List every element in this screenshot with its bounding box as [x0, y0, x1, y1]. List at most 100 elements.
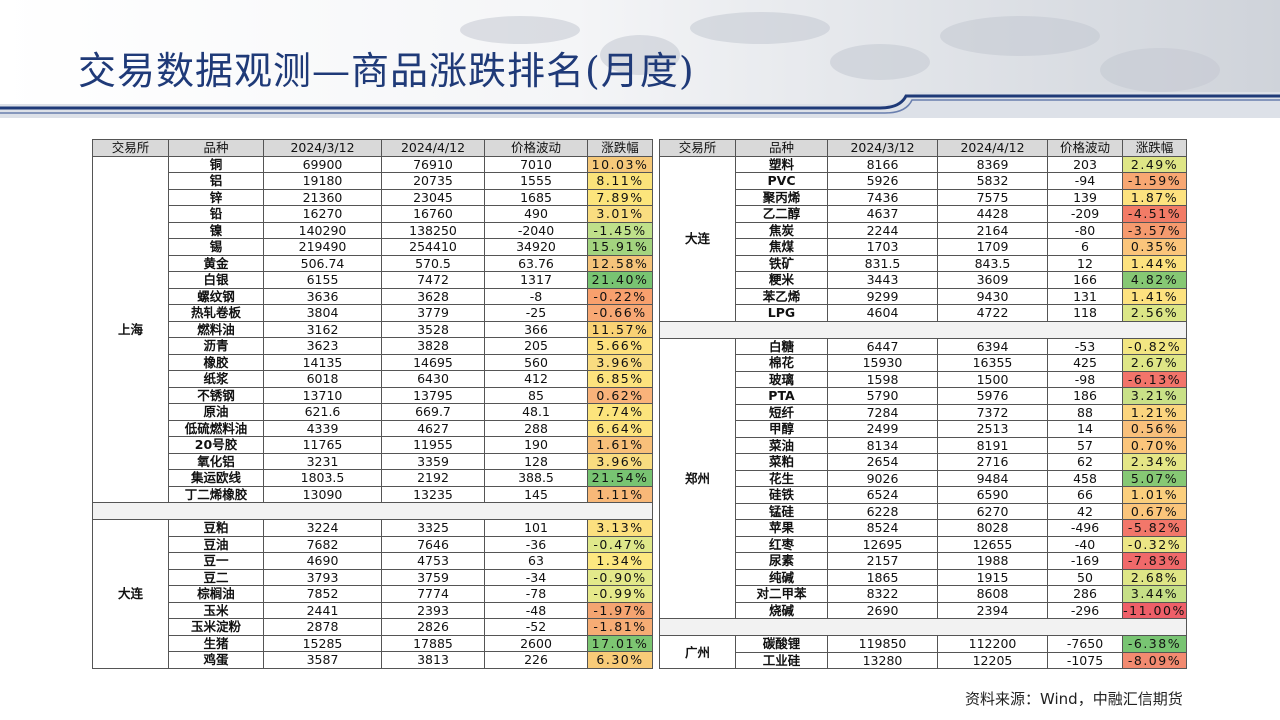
variety-cell: 20号胶	[168, 436, 264, 454]
start-price-cell: 6228	[827, 502, 938, 520]
header-date-start: 2024/3/12	[827, 139, 938, 157]
start-price-cell: 3804	[263, 304, 382, 322]
price-change-cell: 63.76	[484, 254, 588, 272]
start-price-cell: 4637	[827, 205, 938, 223]
end-price-cell: 8369	[937, 155, 1048, 173]
variety-cell: LPG	[735, 304, 828, 322]
end-price-cell: 13795	[381, 386, 485, 404]
price-change-cell: 186	[1047, 387, 1123, 405]
pct-change-cell: -0.22%	[587, 287, 653, 305]
variety-cell: 硅铁	[735, 486, 828, 504]
pct-change-cell: 2.49%	[1122, 155, 1187, 173]
table-row: 豆油 7682 7646 -36 -0.47%	[93, 535, 653, 553]
pct-change-cell: -6.13%	[1122, 370, 1187, 388]
end-price-cell: 7646	[381, 535, 485, 553]
end-price-cell: 9430	[937, 287, 1048, 305]
price-change-cell: 458	[1047, 469, 1123, 487]
start-price-cell: 16270	[263, 205, 382, 223]
price-change-cell: -53	[1047, 337, 1123, 355]
start-price-cell: 7852	[263, 585, 382, 603]
start-price-cell: 831.5	[827, 254, 938, 272]
pct-change-cell: 0.56%	[1122, 420, 1187, 438]
table-row: 焦煤 1703 1709 6 0.35%	[660, 238, 1187, 256]
table-row: 低硫燃料油 4339 4627 288 6.64%	[93, 419, 653, 437]
start-price-cell: 2244	[827, 221, 938, 239]
header-price-change: 价格波动	[1047, 139, 1123, 157]
variety-cell: 白银	[168, 271, 264, 289]
variety-cell: 焦炭	[735, 221, 828, 239]
end-price-cell: 5976	[937, 387, 1048, 405]
start-price-cell: 1703	[827, 238, 938, 256]
price-change-cell: 118	[1047, 304, 1123, 322]
variety-cell: 锡	[168, 238, 264, 256]
table-row: 原油 621.6 669.7 48.1 7.74%	[93, 403, 653, 421]
pct-change-cell: -5.82%	[1122, 519, 1187, 537]
start-price-cell: 1865	[827, 568, 938, 586]
price-change-cell: 203	[1047, 155, 1123, 173]
start-price-cell: 506.74	[263, 254, 382, 272]
header-pct-change: 涨跌幅	[1122, 139, 1187, 157]
end-price-cell: 1915	[937, 568, 1048, 586]
price-change-cell: 490	[484, 205, 588, 223]
end-price-cell: 12655	[937, 535, 1048, 553]
pct-change-cell: 6.30%	[587, 651, 653, 669]
table-row: 大连 塑料 8166 8369 203 2.49%	[659, 155, 1187, 322]
end-price-cell: 669.7	[381, 403, 485, 421]
table-row: 不锈钢 13710 13795 85 0.62%	[93, 386, 653, 404]
variety-cell: 聚丙烯	[735, 188, 828, 206]
variety-cell: 玉米	[168, 601, 264, 619]
table-row: 上海铜 69900 76910 7010 10.03%	[92, 155, 653, 503]
table-row: 棉花 15930 16355 425 2.67%	[660, 354, 1187, 372]
end-price-cell: 3528	[381, 320, 485, 338]
end-price-cell: 2826	[381, 618, 485, 636]
price-change-cell: 286	[1047, 585, 1123, 603]
variety-cell: PTA	[735, 387, 828, 405]
pct-change-cell: 0.62%	[587, 386, 653, 404]
variety-cell: 棉花	[735, 354, 828, 372]
exchange-cell: 大连	[659, 155, 736, 322]
end-price-cell: 20735	[381, 172, 485, 190]
variety-cell: 镍	[168, 221, 264, 239]
spacer-cell	[92, 502, 653, 520]
table-row: 镍 140290 138250 -2040 -1.45%	[93, 221, 653, 239]
table-row: 鸡蛋 3587 3813 226 6.30%	[93, 651, 653, 669]
price-change-cell: 131	[1047, 287, 1123, 305]
end-price-cell: 6430	[381, 370, 485, 388]
variety-cell: 纯碱	[735, 568, 828, 586]
price-change-cell: -7650	[1047, 635, 1123, 653]
start-price-cell: 3162	[263, 320, 382, 338]
variety-cell: 短纤	[735, 403, 828, 421]
pct-change-cell: 1.21%	[1122, 403, 1187, 421]
right-commodity-table: 交易所 品种 2024/3/12 2024/4/12 价格波动 涨跌幅 大连 塑料…	[659, 139, 1187, 669]
page-title: 交易数据观测—商品涨跌排名(月度)	[78, 49, 695, 93]
start-price-cell: 1598	[827, 370, 938, 388]
end-price-cell: 3779	[381, 304, 485, 322]
table-row: 乙二醇 4637 4428 -209 -4.51%	[660, 205, 1187, 223]
variety-cell: 尿素	[735, 552, 828, 570]
price-change-cell: 12	[1047, 254, 1123, 272]
variety-cell: PVC	[735, 172, 828, 190]
pct-change-cell: 2.68%	[1122, 568, 1187, 586]
price-change-cell: 425	[1047, 354, 1123, 372]
pct-change-cell: 1.87%	[1122, 188, 1187, 206]
variety-cell: 玉米淀粉	[168, 618, 264, 636]
pct-change-cell: 0.67%	[1122, 502, 1187, 520]
start-price-cell: 6447	[827, 337, 938, 355]
price-change-cell: 42	[1047, 502, 1123, 520]
pct-change-cell: 8.11%	[587, 172, 653, 190]
end-price-cell: 2394	[937, 601, 1048, 619]
pct-change-cell: -0.82%	[1122, 337, 1187, 355]
table-row: 豆一 4690 4753 63 1.34%	[93, 552, 653, 570]
pct-change-cell: -4.51%	[1122, 205, 1187, 223]
start-price-cell: 2499	[827, 420, 938, 438]
variety-cell: 塑料	[735, 155, 828, 173]
price-change-cell: -34	[484, 568, 588, 586]
start-price-cell: 13090	[263, 485, 382, 503]
variety-cell: 豆油	[168, 535, 264, 553]
pct-change-cell: -7.83%	[1122, 552, 1187, 570]
end-price-cell: 6270	[937, 502, 1048, 520]
pct-change-cell: -0.47%	[587, 535, 653, 553]
start-price-cell: 2157	[827, 552, 938, 570]
price-change-cell: 139	[1047, 188, 1123, 206]
table-row: 纸浆 6018 6430 412 6.85%	[93, 370, 653, 388]
